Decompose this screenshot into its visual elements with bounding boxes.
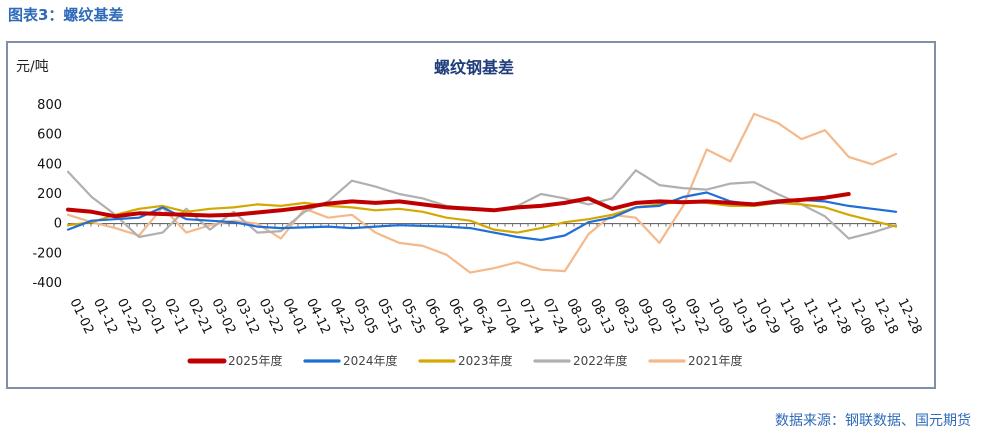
legend-label: 2021年度: [688, 353, 743, 368]
y-tick-label: 800: [37, 98, 62, 113]
y-axis: -400 -200 0 200 400 600 800: [32, 98, 62, 291]
chart-svg: 螺纹钢基差 元/吨 -400 -200 0 200 400 600 800 01-0201-…: [16, 58, 924, 368]
series-line-2025年度: [66, 192, 851, 219]
series-line-2023年度: [66, 200, 898, 234]
series-layer: [66, 112, 898, 274]
y-tick-label: 600: [37, 128, 62, 143]
legend: 2025年度 2024年度 2023年度 2022年度 2021年度: [187, 353, 743, 368]
legend-label: 2025年度: [228, 353, 283, 368]
series-line-2021年度: [66, 112, 898, 274]
chart-title: 螺纹钢基差: [434, 58, 514, 77]
y-tick-label: 400: [37, 157, 62, 172]
chart-frame: 螺纹钢基差 元/吨 -400 -200 0 200 400 600 800 01-02 01-…: [6, 41, 936, 389]
legend-label: 2022年度: [573, 353, 628, 368]
x-axis: 01-0201-1201-2202-0102-1102-2103-0203-12…: [66, 223, 924, 337]
y-tick-label: 200: [37, 187, 62, 202]
y-tick-label: 0: [54, 217, 62, 232]
y-tick-label: -200: [32, 246, 62, 261]
legend-label: 2024年度: [343, 353, 398, 368]
data-source-note: 数据来源：钢联数据、国元期货: [775, 413, 971, 429]
y-tick-label: -400: [32, 276, 62, 291]
legend-label: 2023年度: [458, 353, 513, 368]
figure-caption: 图表3：螺纹基差: [8, 6, 124, 24]
y-axis-unit-label: 元/吨: [16, 59, 49, 75]
